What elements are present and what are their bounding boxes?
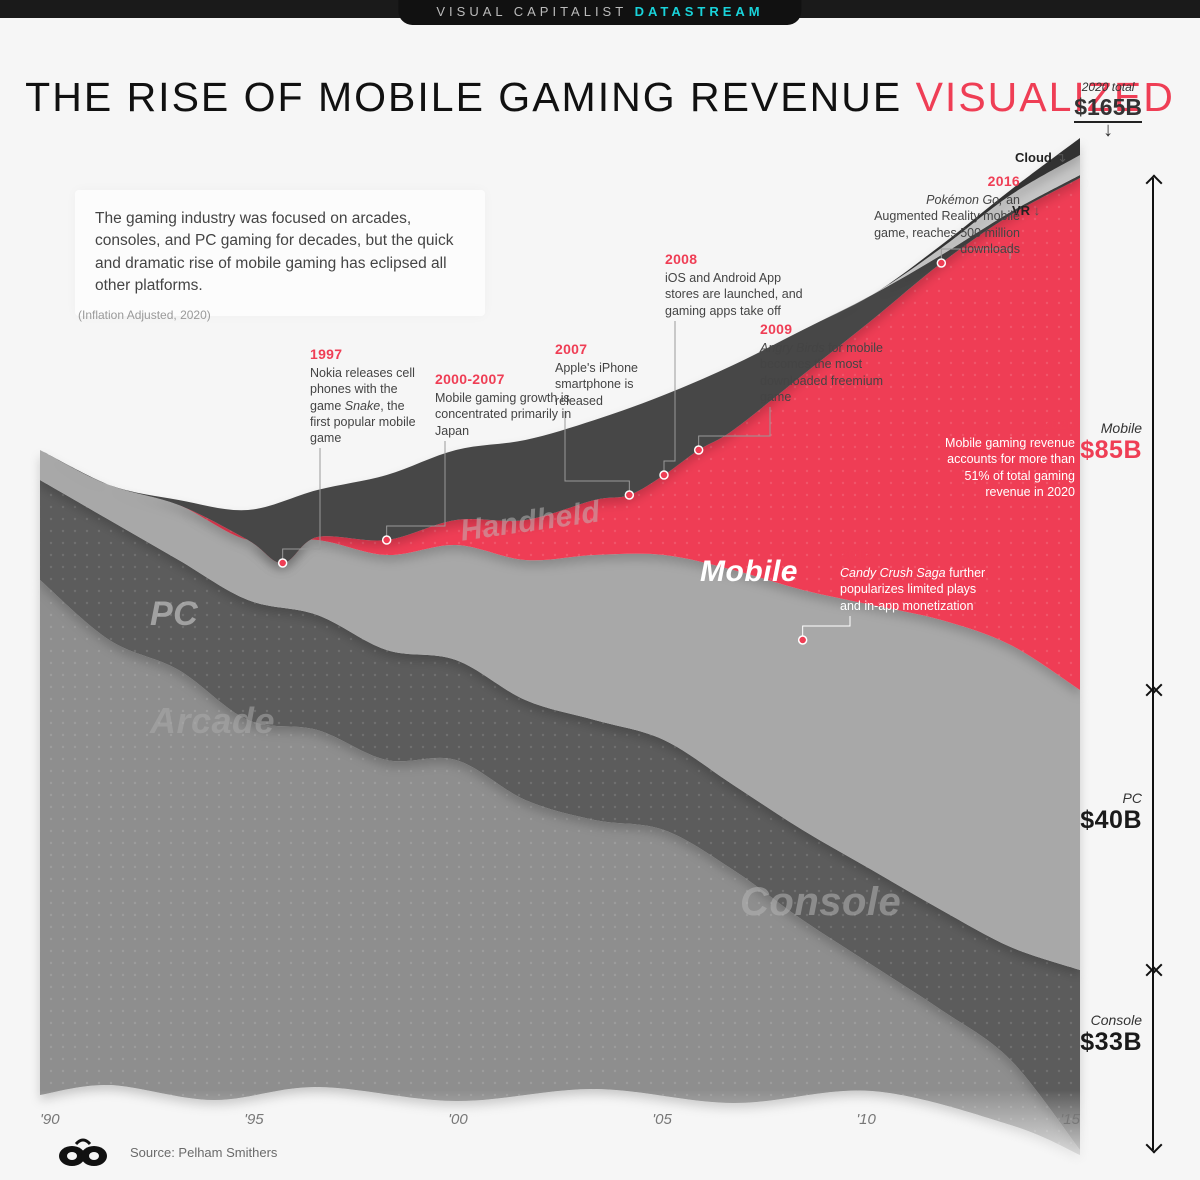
- range-bar-mobile: [1152, 178, 1154, 690]
- x-axis: '90 '95 '00 '05 '10 '15: [40, 1111, 1080, 1128]
- range-bar-pc: [1152, 690, 1154, 970]
- stacked-area-chart: [0, 0, 1200, 1180]
- annotation-2020: 2020Mobile gaming revenue accounts for m…: [925, 415, 1075, 500]
- end-label-pc: PC$40B: [1080, 790, 1142, 835]
- x-tick: '00: [448, 1111, 468, 1128]
- end-label-console: Console$33B: [1080, 1012, 1142, 1057]
- annotation-2012: 2012Candy Crush Saga further popularizes…: [840, 545, 990, 614]
- annotation-1997: 1997Nokia releases cell phones with the …: [310, 345, 425, 446]
- x-tick: '95: [244, 1111, 264, 1128]
- annotation-2016: 2016Pokémon Go, an Augmented Reality mob…: [870, 172, 1020, 257]
- annotation-2008: 2008iOS and Android App stores are launc…: [665, 250, 815, 319]
- vc-logo-icon: [58, 1138, 108, 1168]
- range-bar-console: [1152, 970, 1154, 1150]
- end-label-mobile: Mobile$85B: [1080, 420, 1142, 465]
- tiny-label-cloud: Cloud ↴: [1015, 150, 1066, 166]
- x-tick: '90: [40, 1111, 60, 1128]
- source-line: Source: Pelham Smithers: [130, 1145, 277, 1160]
- annotation-2009: 2009Angry Birds for mobile becomes the m…: [760, 320, 910, 405]
- x-tick: '05: [652, 1111, 672, 1128]
- x-tick: '10: [856, 1111, 876, 1128]
- annotation-2007: 2007Apple's iPhone smartphone is release…: [555, 340, 670, 409]
- x-tick: '15: [1060, 1111, 1080, 1128]
